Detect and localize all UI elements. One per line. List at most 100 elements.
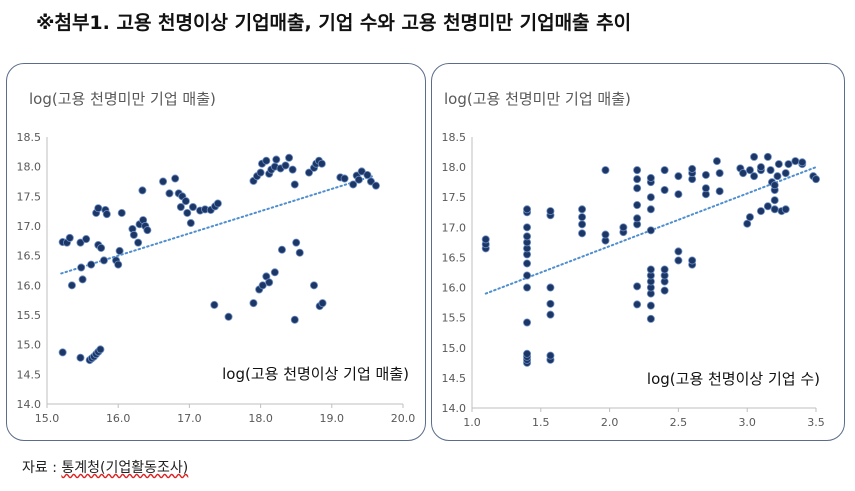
data-point — [262, 156, 271, 165]
y-axis-title: log(고용 천명미만 기업 매출) — [444, 90, 631, 108]
data-point — [76, 238, 85, 247]
data-point — [660, 286, 669, 295]
source-prefix: 자료 : — [22, 460, 62, 476]
data-point — [770, 205, 779, 214]
data-point — [578, 213, 587, 222]
data-point — [183, 208, 192, 217]
data-point — [688, 256, 697, 265]
page-title: ※첨부1. 고용 천명이상 기업매출, 기업 수와 고용 천명미만 기업매출 추… — [36, 12, 632, 34]
y-tick-label: 15.0 — [442, 342, 467, 355]
data-point — [660, 166, 669, 175]
data-point — [354, 175, 363, 184]
data-point — [633, 201, 642, 210]
data-point — [756, 207, 765, 216]
data-point — [646, 193, 655, 202]
y-tick-label: 15.0 — [17, 339, 42, 352]
data-point — [578, 220, 587, 229]
x-tick-label: 15.0 — [35, 412, 60, 425]
data-point — [523, 232, 532, 241]
data-point — [523, 205, 532, 214]
data-point — [770, 196, 779, 205]
data-point — [256, 168, 265, 177]
data-point — [481, 235, 490, 244]
data-point — [601, 230, 610, 239]
data-point — [523, 259, 532, 268]
data-point — [791, 157, 800, 166]
y-tick-label: 18.5 — [442, 131, 467, 144]
data-point — [277, 245, 286, 254]
data-point — [633, 175, 642, 184]
y-tick-label: 15.5 — [442, 312, 467, 325]
x-tick-label: 16.0 — [106, 412, 131, 425]
y-tick-label: 15.5 — [17, 309, 42, 322]
y-tick-label: 17.0 — [442, 221, 467, 234]
data-point — [99, 256, 108, 265]
data-point — [115, 246, 124, 255]
data-point — [138, 186, 147, 195]
y-tick-label: 16.0 — [442, 282, 467, 295]
source-name: 통계청(기업활동조사) — [61, 460, 189, 476]
data-point — [102, 210, 111, 219]
x-tick-label: 1.5 — [532, 416, 550, 429]
data-point — [781, 169, 790, 178]
data-point — [281, 161, 290, 170]
y-axis-title: log(고용 천명미만 기업 매출) — [29, 90, 216, 108]
data-point — [349, 180, 358, 189]
data-point — [546, 283, 555, 292]
data-point — [186, 219, 195, 228]
data-point — [87, 260, 96, 269]
y-tick-label: 17.5 — [17, 190, 42, 203]
data-point — [546, 207, 555, 216]
data-point — [96, 345, 105, 354]
data-point — [76, 353, 85, 362]
y-tick-label: 17.5 — [442, 191, 467, 204]
data-point — [82, 235, 91, 244]
x-tick-label: 20.0 — [391, 412, 416, 425]
data-point — [78, 275, 87, 284]
data-point — [743, 219, 752, 228]
data-point — [633, 300, 642, 309]
data-point — [773, 172, 782, 181]
data-point — [774, 160, 783, 169]
data-point — [601, 166, 610, 175]
data-point — [633, 184, 642, 193]
data-point — [701, 184, 710, 193]
y-tick-label: 18.0 — [17, 161, 42, 174]
data-point — [292, 238, 301, 247]
data-point — [523, 271, 532, 280]
data-point — [546, 310, 555, 319]
data-point — [188, 203, 197, 212]
data-point — [578, 229, 587, 238]
y-tick-label: 16.0 — [17, 279, 42, 292]
data-point — [646, 314, 655, 323]
x-tick-label: 3.0 — [738, 416, 756, 429]
data-point — [295, 248, 304, 257]
data-point — [523, 283, 532, 292]
data-point — [272, 155, 281, 164]
data-point — [674, 190, 683, 199]
data-point — [798, 158, 807, 167]
data-point — [129, 230, 138, 239]
x-tick-label: 1.0 — [463, 416, 481, 429]
data-point — [646, 173, 655, 182]
data-point — [176, 203, 185, 212]
x-tick-label: 2.5 — [670, 416, 688, 429]
data-point — [701, 170, 710, 179]
data-point — [290, 315, 299, 324]
data-point — [578, 205, 587, 214]
data-point — [317, 159, 326, 168]
data-point — [763, 202, 772, 211]
data-point — [763, 152, 772, 161]
data-point — [646, 265, 655, 274]
scatter-chart-right: log(고용 천명미만 기업 매출) log(고용 천명이상 기업 수) 14.… — [442, 90, 825, 429]
data-point — [165, 189, 174, 198]
source-note: 자료 : 통계청(기업활동조사) — [22, 457, 188, 477]
data-point — [633, 214, 642, 223]
data-point — [770, 181, 779, 190]
y-tick-label: 18.0 — [442, 161, 467, 174]
x-tick-label: 18.0 — [248, 412, 273, 425]
data-point — [171, 174, 180, 183]
data-point — [674, 256, 683, 265]
data-point — [739, 169, 748, 178]
y-tick-label: 14.5 — [442, 372, 467, 385]
